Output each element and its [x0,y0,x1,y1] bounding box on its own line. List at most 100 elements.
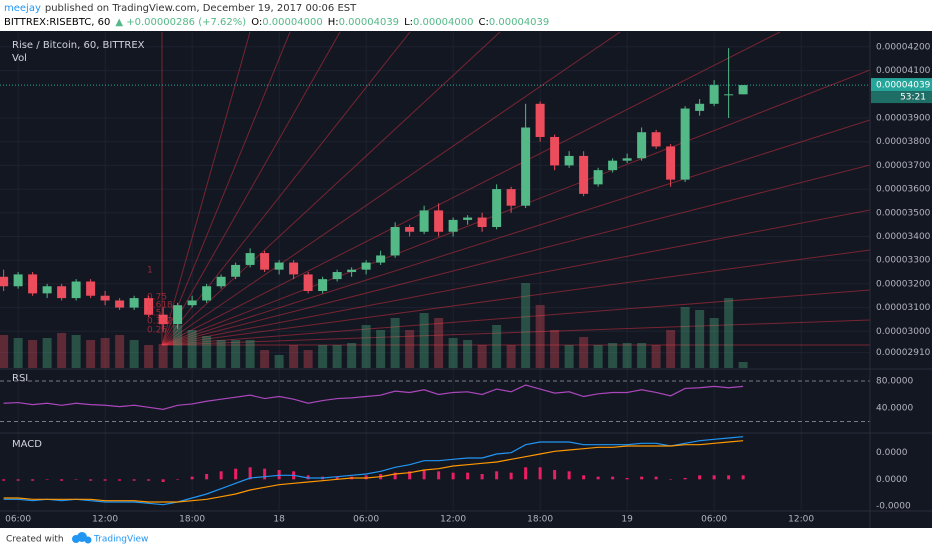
macd-histogram-bar [176,479,180,480]
candle-body [332,272,342,280]
macd-histogram-bar [393,472,397,480]
symbol-line: BITTREX:RISEBTC, 60 ▲ +0.00000286 (+7.62%… [4,17,549,28]
volume-bar [405,330,415,368]
volume-bar [332,345,342,368]
candle-body [579,155,589,194]
candle-body [13,274,23,287]
volume-bar [724,298,734,368]
y-tick-label: 0.00003600 [876,185,931,195]
candle-body [376,255,386,263]
macd-histogram-bar [524,467,528,480]
volume-bar [390,318,400,368]
fan-level-label: 0.5 [147,309,161,319]
rsi-tick-label: 80.0000 [876,376,913,386]
candle-body [492,189,502,228]
candle-body [695,103,705,111]
volume-bar [289,345,299,368]
volume-bar [434,318,444,368]
volume-bar [492,325,502,368]
macd-histogram-bar [263,468,267,480]
macd-histogram-bar [118,479,122,481]
x-tick-label: 18 [273,515,285,525]
y-tick-label: 0.00003700 [876,161,931,171]
grid [0,32,870,511]
macd-histogram-bar [480,474,484,480]
fan [161,32,870,346]
volume-bar [738,362,748,368]
candle-body [738,85,748,95]
candle-body [477,217,487,228]
candle-body [651,132,661,147]
last-price-box [871,78,932,92]
volume-bar [709,318,719,368]
candle-body [202,286,212,301]
volume-bar [216,340,226,368]
macd-histogram-bar [277,470,281,480]
macd-histogram-bar [654,476,658,480]
footer-brand[interactable]: TradingView [93,535,148,545]
candle-body [231,264,241,277]
macd-histogram-bar [698,475,702,480]
candle-body [245,253,255,265]
candle-body [521,127,531,206]
volume-bar [637,343,647,368]
volume-bar [666,330,676,368]
x-tick-label: 19 [621,515,633,525]
chart-title: Rise / Bitcoin, 60, BITTREX [12,40,145,51]
volume-bar [651,345,661,368]
macd-histogram-bar [89,479,93,481]
candle-body [347,269,357,273]
volume-bar [419,313,429,368]
candle-body [419,210,429,232]
published: published on TradingView.com, December 1… [45,3,357,14]
volume-bar [608,343,618,368]
candle-body [86,281,96,296]
volume-bar [506,345,516,368]
ohlc-label: O: [251,17,262,28]
y-tick-label: 0.00004200 [876,42,931,52]
ohlc-value: 0.00004039 [339,17,399,28]
volume-bar [42,338,52,368]
macd-histogram-bar [408,471,412,480]
separators [0,31,932,528]
fan-level-label: 0.75 [147,293,167,303]
volume-bar [463,340,473,368]
rsi-tick-label: 40.0000 [876,403,913,413]
volume-bar [448,338,458,368]
candle-body [71,281,81,299]
symbol: BITTREX:RISEBTC, 60 [4,17,110,28]
candle-body [144,298,154,315]
candle-body [57,286,67,299]
ohlc-label: H: [328,17,339,28]
volume-bar [318,345,328,368]
candle-body [680,108,690,180]
volume-bar [71,335,81,368]
macd-histogram-bar [31,479,35,481]
footer-bg [0,528,932,550]
candle-body [724,94,734,96]
volume-bar [57,333,67,368]
x-tick-label: 06:00 [701,515,727,525]
macd-histogram-bar [509,472,513,480]
macd-histogram-bar [437,471,441,480]
author[interactable]: meejay [4,3,41,14]
volume-bar [202,336,212,368]
y-tick-label: 0.00003900 [876,114,931,124]
fan-level-label: 0.25 [147,326,167,336]
y-tick-label: 0.00002910 [876,348,931,358]
macd-histogram-bar [364,475,368,480]
header-bg [0,0,932,31]
volume-bar [13,338,23,368]
fan-level-label: 0.382 [147,317,173,327]
macd-line [3,436,744,506]
macd-line [3,440,744,503]
macd-histogram-bar [16,479,20,481]
axes: 06:00 12:00 18:00 18 06:00 12:00 18:00 19 06:00 1… [5,42,932,525]
rsi-line [3,384,744,410]
candle-body [0,276,9,287]
y-tick-label: 0.00003300 [876,256,931,266]
candle-body [622,158,632,161]
volume-bar [260,350,270,368]
macd-histogram-bar [205,474,209,480]
footer-logo[interactable] [72,532,92,544]
